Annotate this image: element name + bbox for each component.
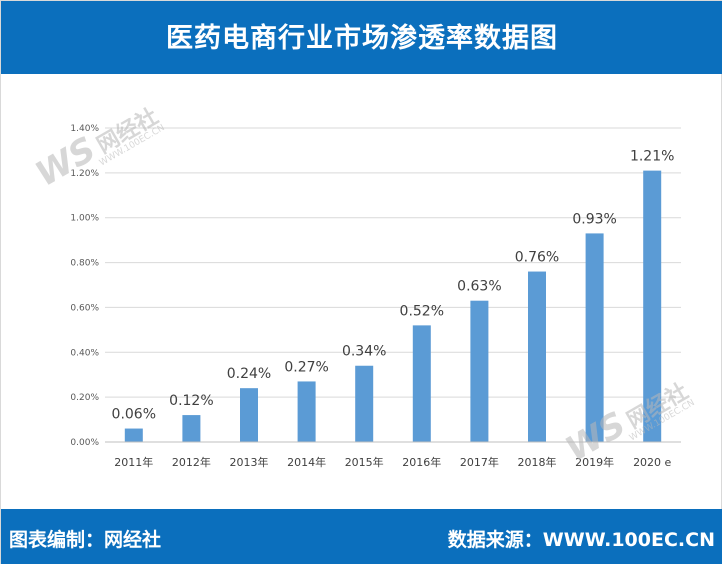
footer-source: 数据来源：WWW.100EC.CN bbox=[447, 529, 715, 551]
data-label: 0.52% bbox=[400, 303, 444, 319]
data-label: 0.27% bbox=[284, 359, 328, 375]
y-tick-label: 0.20% bbox=[70, 393, 99, 403]
chart-area: 0.00% 0.20% 0.40% 0.60% 0.80% 1.00% 1.20% 1.40%… bbox=[1, 74, 722, 509]
data-label: 0.76% bbox=[515, 250, 559, 266]
bar bbox=[585, 233, 604, 442]
y-tick-label: 1.00% bbox=[70, 214, 99, 224]
y-tick-label: 0.40% bbox=[70, 348, 99, 358]
footer-credit: 图表编制：网经社 bbox=[9, 529, 162, 551]
bar bbox=[297, 381, 316, 442]
x-tick-label: 2017年 bbox=[460, 455, 499, 469]
bar bbox=[412, 325, 431, 442]
x-tick-label: 2016年 bbox=[402, 455, 441, 469]
bar bbox=[470, 300, 489, 442]
y-tick-label: 1.20% bbox=[70, 169, 99, 179]
y-tick-label: 0.80% bbox=[70, 259, 99, 269]
x-tick-label: 2012年 bbox=[172, 455, 211, 469]
y-tick-label: 0.60% bbox=[70, 303, 99, 313]
data-label: 0.24% bbox=[227, 366, 271, 382]
header-bar: 医药电商行业市场渗透率数据图 bbox=[1, 1, 722, 74]
y-tick-label: 1.40% bbox=[70, 124, 99, 134]
page-title: 医药电商行业市场渗透率数据图 bbox=[166, 23, 558, 54]
data-label: 0.06% bbox=[112, 407, 156, 423]
bar bbox=[124, 428, 143, 442]
data-label: 0.34% bbox=[342, 344, 386, 360]
bar bbox=[182, 415, 201, 442]
x-tick-label: 2011年 bbox=[114, 455, 153, 469]
data-label: 1.21% bbox=[630, 149, 674, 165]
y-tick-label: 0.00% bbox=[70, 438, 99, 448]
footer-bar: 图表编制：网经社 数据来源：WWW.100EC.CN bbox=[1, 509, 722, 564]
bar bbox=[240, 388, 258, 442]
x-tick-label: 2014年 bbox=[287, 455, 326, 469]
data-label: 0.93% bbox=[572, 211, 616, 227]
bar bbox=[643, 170, 662, 442]
bar bbox=[528, 271, 546, 442]
x-tick-label: 2019年 bbox=[575, 455, 614, 469]
bar-chart: 0.00% 0.20% 0.40% 0.60% 0.80% 1.00% 1.20% 1.40%… bbox=[70, 124, 681, 469]
x-tick-label: 2018年 bbox=[518, 455, 557, 469]
data-label: 0.12% bbox=[169, 393, 213, 409]
bar bbox=[355, 365, 374, 442]
x-tick-label: 2013年 bbox=[230, 455, 269, 469]
data-label: 0.63% bbox=[457, 279, 501, 295]
x-tick-label: 2020 e bbox=[633, 456, 671, 469]
x-tick-label: 2015年 bbox=[345, 455, 384, 469]
